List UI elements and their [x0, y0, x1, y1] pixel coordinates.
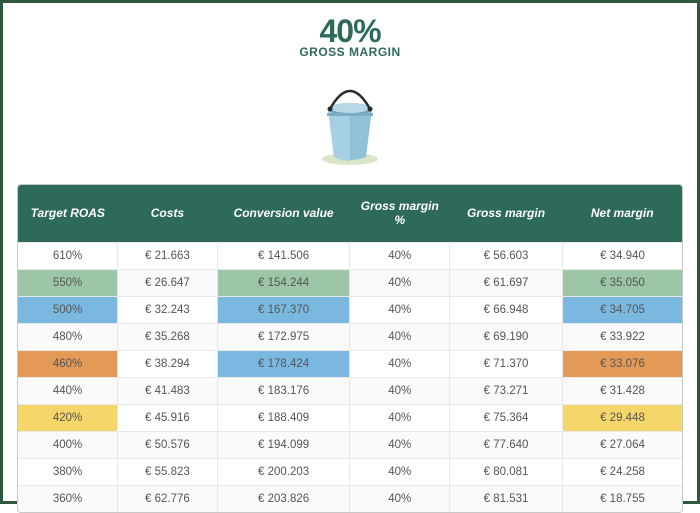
- col-target-roas: Target ROAS: [18, 185, 118, 242]
- table-row: 500%€ 32.243€ 167.37040%€ 66.948€ 34.705: [18, 296, 682, 323]
- table-cell: € 21.663: [118, 242, 218, 269]
- table-cell: 550%: [18, 269, 118, 296]
- header: 40% GROSS MARGIN: [3, 3, 697, 65]
- table-cell: € 27.064: [562, 431, 682, 458]
- table-cell: € 34.705: [562, 296, 682, 323]
- table-cell: € 188.409: [217, 404, 350, 431]
- table-header: Target ROAS Costs Conversion value Gross…: [18, 185, 682, 242]
- table-cell: € 200.203: [217, 458, 350, 485]
- table-cell: € 154.244: [217, 269, 350, 296]
- table-cell: 400%: [18, 431, 118, 458]
- table-row: 360%€ 62.776€ 203.82640%€ 81.531€ 18.755: [18, 485, 682, 512]
- table-cell: 40%: [350, 458, 450, 485]
- table-cell: € 35.050: [562, 269, 682, 296]
- table-cell: 40%: [350, 350, 450, 377]
- bucket-illustration: [3, 69, 697, 174]
- col-costs: Costs: [118, 185, 218, 242]
- table-row: 460%€ 38.294€ 178.42440%€ 71.370€ 33.076: [18, 350, 682, 377]
- table-cell: 40%: [350, 431, 450, 458]
- table-cell: € 50.576: [118, 431, 218, 458]
- table-cell: € 75.364: [450, 404, 563, 431]
- table-cell: € 194.099: [217, 431, 350, 458]
- table-cell: € 183.176: [217, 377, 350, 404]
- table-cell: 40%: [350, 404, 450, 431]
- table-cell: 440%: [18, 377, 118, 404]
- table-cell: € 81.531: [450, 485, 563, 512]
- col-gross-margin-pct: Gross margin %: [350, 185, 450, 242]
- bucket-icon: [300, 69, 400, 169]
- table-cell: € 73.271: [450, 377, 563, 404]
- col-conversion-value: Conversion value: [217, 185, 350, 242]
- table-cell: € 24.258: [562, 458, 682, 485]
- table-cell: € 35.268: [118, 323, 218, 350]
- table-row: 440%€ 41.483€ 183.17640%€ 73.271€ 31.428: [18, 377, 682, 404]
- table-cell: € 26.647: [118, 269, 218, 296]
- table-cell: € 61.697: [450, 269, 563, 296]
- table-cell: 420%: [18, 404, 118, 431]
- table-cell: € 178.424: [217, 350, 350, 377]
- table-cell: 460%: [18, 350, 118, 377]
- table-cell: € 33.922: [562, 323, 682, 350]
- table-cell: € 31.428: [562, 377, 682, 404]
- table-cell: € 41.483: [118, 377, 218, 404]
- table-cell: € 45.916: [118, 404, 218, 431]
- table-cell: 500%: [18, 296, 118, 323]
- table-cell: € 80.081: [450, 458, 563, 485]
- table-cell: € 71.370: [450, 350, 563, 377]
- table-cell: 360%: [18, 485, 118, 512]
- table-cell: € 32.243: [118, 296, 218, 323]
- table-cell: 480%: [18, 323, 118, 350]
- table-cell: 380%: [18, 458, 118, 485]
- table-cell: € 56.603: [450, 242, 563, 269]
- table-cell: € 18.755: [562, 485, 682, 512]
- table-cell: € 34.940: [562, 242, 682, 269]
- roas-table: Target ROAS Costs Conversion value Gross…: [18, 185, 682, 512]
- table-cell: € 167.370: [217, 296, 350, 323]
- table-cell: 40%: [350, 242, 450, 269]
- table-cell: 40%: [350, 269, 450, 296]
- table-cell: € 33.076: [562, 350, 682, 377]
- table-body: 610%€ 21.663€ 141.50640%€ 56.603€ 34.940…: [18, 242, 682, 512]
- table-cell: € 172.975: [217, 323, 350, 350]
- table-cell: € 29.448: [562, 404, 682, 431]
- table-row: 550%€ 26.647€ 154.24440%€ 61.697€ 35.050: [18, 269, 682, 296]
- header-percent: 40%: [3, 15, 697, 47]
- col-gross-margin: Gross margin: [450, 185, 563, 242]
- table-cell: € 55.823: [118, 458, 218, 485]
- table-cell: € 141.506: [217, 242, 350, 269]
- table-cell: 40%: [350, 323, 450, 350]
- table-cell: € 203.826: [217, 485, 350, 512]
- roas-table-container: Target ROAS Costs Conversion value Gross…: [17, 184, 683, 513]
- table-cell: € 66.948: [450, 296, 563, 323]
- table-row: 420%€ 45.916€ 188.40940%€ 75.364€ 29.448: [18, 404, 682, 431]
- table-cell: 40%: [350, 485, 450, 512]
- table-cell: € 62.776: [118, 485, 218, 512]
- table-row: 480%€ 35.268€ 172.97540%€ 69.190€ 33.922: [18, 323, 682, 350]
- table-cell: € 69.190: [450, 323, 563, 350]
- table-cell: 40%: [350, 377, 450, 404]
- table-cell: 40%: [350, 296, 450, 323]
- table-row: 610%€ 21.663€ 141.50640%€ 56.603€ 34.940: [18, 242, 682, 269]
- header-label: GROSS MARGIN: [3, 45, 697, 59]
- col-net-margin: Net margin: [562, 185, 682, 242]
- table-cell: € 77.640: [450, 431, 563, 458]
- table-row: 380%€ 55.823€ 200.20340%€ 80.081€ 24.258: [18, 458, 682, 485]
- table-cell: € 38.294: [118, 350, 218, 377]
- table-row: 400%€ 50.576€ 194.09940%€ 77.640€ 27.064: [18, 431, 682, 458]
- table-cell: 610%: [18, 242, 118, 269]
